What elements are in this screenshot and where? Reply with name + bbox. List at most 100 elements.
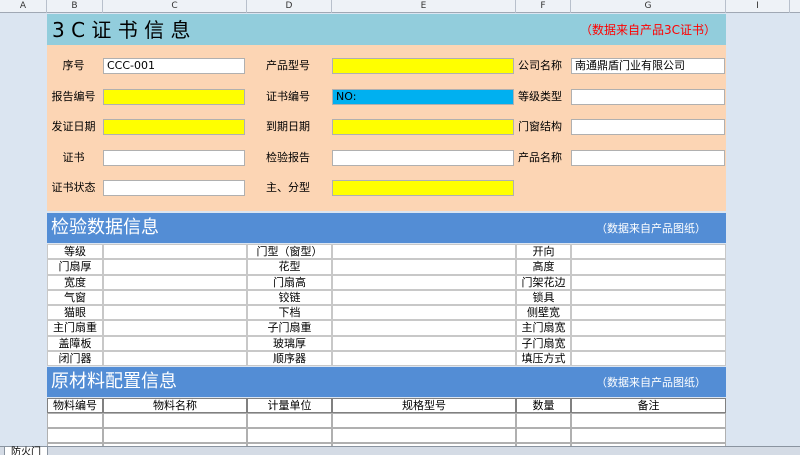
inspection-input[interactable] [103, 259, 247, 275]
inspection-input[interactable] [103, 320, 247, 336]
table-cell[interactable] [516, 413, 571, 428]
inspection-input[interactable] [571, 305, 726, 321]
inspection-label: 高度 [516, 259, 571, 275]
field-input[interactable] [103, 119, 245, 135]
inspection-label: 侧壁宽 [516, 305, 571, 321]
title: 3 C 证 书 信 息 [52, 18, 191, 42]
column-header: D [247, 0, 332, 13]
field-input[interactable]: 南通鼎盾门业有限公司 [571, 58, 725, 74]
table-header: 计量单位 [247, 398, 332, 413]
inspection-label: 气窗 [47, 289, 103, 305]
inspection-input[interactable] [103, 350, 247, 366]
table-cell[interactable] [247, 413, 332, 428]
table-cell[interactable] [47, 428, 103, 443]
title-note: （数据来自产品3C证书） [580, 23, 717, 37]
inspection-label: 宽度 [47, 274, 103, 290]
field-input[interactable]: NO: [332, 88, 514, 105]
inspection-label: 花型 [247, 259, 332, 275]
inspection-input[interactable] [103, 305, 247, 321]
title-band [47, 14, 726, 45]
table-cell[interactable] [571, 428, 726, 443]
inspection-label: 顺序器 [247, 350, 332, 366]
inspection-label: 盖障板 [47, 335, 103, 351]
inspection-input[interactable] [332, 350, 516, 366]
inspection-input[interactable] [332, 320, 516, 336]
field-input[interactable] [571, 88, 725, 105]
table-header: 物料编号 [47, 398, 103, 413]
inspection-input[interactable] [332, 244, 516, 260]
inspection-input[interactable] [332, 274, 516, 290]
sheet-tab-bar [0, 446, 800, 455]
table-header: 数量 [516, 398, 571, 413]
field-input[interactable] [332, 58, 514, 74]
inspection-label: 主门扇宽 [516, 320, 571, 336]
field-input[interactable] [332, 119, 514, 135]
section-header [47, 213, 726, 243]
inspection-input[interactable] [103, 244, 247, 260]
section-title: 原材料配置信息 [51, 371, 177, 392]
column-header-bar [0, 0, 800, 13]
field-input[interactable] [332, 149, 514, 166]
inspection-input[interactable] [103, 335, 247, 351]
inspection-input[interactable] [332, 335, 516, 351]
column-header: C [103, 0, 247, 13]
column-header: I [726, 0, 790, 13]
section-title: 检验数据信息 [51, 217, 159, 238]
field-input[interactable] [103, 88, 245, 105]
table-cell[interactable] [103, 428, 247, 443]
column-header: F [516, 0, 571, 13]
field-input[interactable] [571, 119, 725, 135]
inspection-label: 开向 [516, 244, 571, 260]
inspection-input[interactable] [103, 289, 247, 305]
field-input[interactable] [332, 180, 514, 196]
field-label: 证书 [62, 150, 85, 164]
table-header: 备注 [571, 398, 726, 413]
table-cell[interactable] [332, 413, 516, 428]
field-input[interactable] [571, 149, 725, 166]
field-input[interactable] [103, 180, 245, 196]
table-cell[interactable] [247, 428, 332, 443]
inspection-label: 填压方式 [516, 350, 571, 366]
table-cell[interactable] [47, 413, 103, 428]
inspection-label: 主门扇重 [47, 320, 103, 336]
inspection-input[interactable] [571, 289, 726, 305]
inspection-label: 下档 [247, 305, 332, 321]
table-cell[interactable] [103, 413, 247, 428]
table-header: 规格型号 [332, 398, 516, 413]
field-label: 证书状态 [51, 181, 96, 194]
column-header: G [571, 0, 726, 13]
field-label: 公司名称 [518, 59, 562, 72]
inspection-input[interactable] [332, 305, 516, 321]
section-note: （数据来自产品图纸） [596, 222, 706, 235]
inspection-input[interactable] [332, 259, 516, 275]
table-cell[interactable] [516, 428, 571, 443]
inspection-label: 闭门器 [47, 350, 103, 366]
sheet-tab[interactable]: 防火门 [4, 446, 48, 455]
inspection-input[interactable] [103, 274, 247, 290]
column-header: B [47, 0, 103, 13]
field-label: 门窗结构 [518, 120, 562, 133]
field-label: 等级类型 [518, 89, 562, 103]
field-label: 发证日期 [51, 120, 96, 133]
field-input[interactable] [103, 149, 245, 166]
inspection-input[interactable] [571, 244, 726, 260]
inspection-label: 子门扇宽 [516, 335, 571, 351]
inspection-label: 玻璃厚 [247, 335, 332, 351]
inspection-label: 门型（窗型） [247, 244, 332, 260]
inspection-label: 门扇厚 [47, 259, 103, 275]
inspection-input[interactable] [571, 259, 726, 275]
field-label: 序号 [62, 59, 85, 72]
field-input[interactable]: CCC-001 [103, 58, 245, 74]
table-cell[interactable] [332, 428, 516, 443]
inspection-input[interactable] [332, 289, 516, 305]
table-cell[interactable] [571, 413, 726, 428]
inspection-input[interactable] [571, 274, 726, 290]
inspection-input[interactable] [571, 320, 726, 336]
inspection-input[interactable] [571, 335, 726, 351]
column-header: A [0, 0, 47, 13]
inspection-label: 铰链 [247, 289, 332, 305]
field-label: 主、分型 [266, 181, 310, 194]
inspection-input[interactable] [571, 350, 726, 366]
inspection-label: 猫眼 [47, 305, 103, 321]
